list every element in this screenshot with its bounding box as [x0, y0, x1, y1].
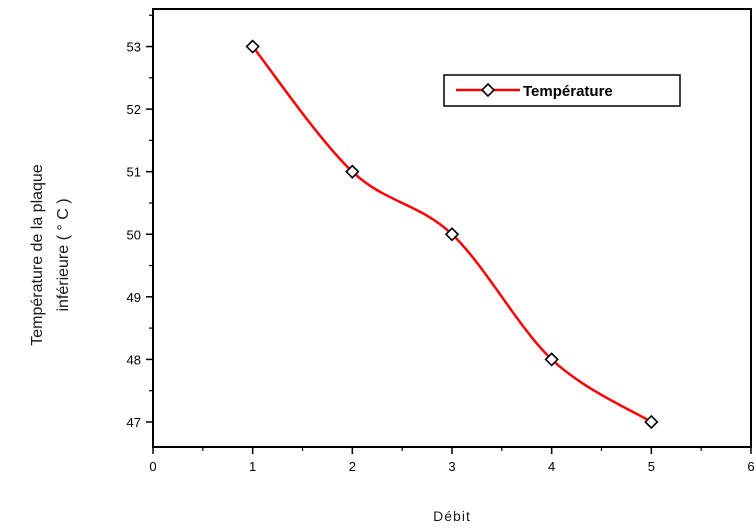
y-axis-title-line1: Température de la plaque	[29, 164, 46, 346]
data-markers	[245, 39, 659, 430]
y-tick-label: 47	[127, 415, 141, 430]
data-point-marker	[245, 39, 260, 54]
x-tick-label: 6	[747, 459, 754, 474]
x-axis-title: Débit	[433, 508, 471, 524]
legend-label: Température	[523, 83, 613, 100]
y-tick-label: 52	[127, 102, 141, 117]
x-tick-label: 1	[249, 459, 256, 474]
legend-marker	[480, 82, 496, 98]
x-tick-label: 4	[548, 459, 555, 474]
x-tick-label: 0	[149, 459, 156, 474]
x-axis-ticks: 0 1 2 3 4 5 6	[149, 447, 755, 474]
data-point-marker	[444, 227, 460, 242]
x-tick-label: 5	[648, 459, 655, 474]
data-point-marker	[644, 414, 659, 430]
data-point-marker	[345, 164, 360, 179]
y-tick-label: 49	[127, 290, 141, 305]
x-tick-label: 2	[349, 459, 356, 474]
y-tick-label: 48	[127, 352, 141, 367]
x-tick-label: 3	[448, 459, 455, 474]
data-point-marker	[544, 352, 559, 367]
legend: Température	[443, 74, 681, 107]
y-tick-label: 50	[127, 227, 141, 242]
y-tick-label: 53	[127, 40, 141, 55]
y-tick-label: 51	[127, 165, 141, 180]
y-axis-title-line2: inférieure ( ° C )	[55, 198, 72, 311]
y-axis-ticks: 47 48 49 50 51 52 53	[127, 14, 153, 430]
